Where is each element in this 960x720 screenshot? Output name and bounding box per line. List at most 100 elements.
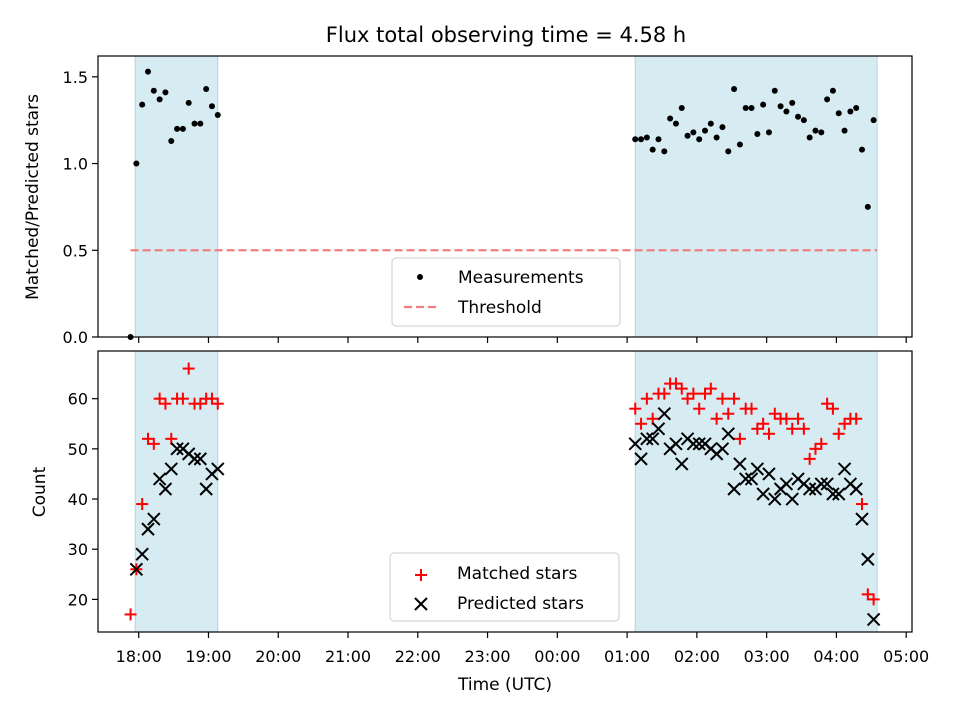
measurement-point <box>145 68 152 75</box>
matched-star-point <box>159 397 172 410</box>
measurement-point <box>168 137 175 144</box>
matched-star-point <box>809 442 822 455</box>
bottom-x-axis: 18:00 19:00 20:00 21:00 22:00 23:00 00:00 01:00… <box>116 632 929 666</box>
top-y-axis: 0.0 0.5 1.0 1.5 <box>63 68 98 347</box>
y-tick-label: 1.5 <box>63 68 88 87</box>
top-legend: Measurements Threshold <box>391 257 621 327</box>
y-tick-label: 20 <box>68 590 88 609</box>
legend-matched-marker <box>415 569 427 581</box>
predicted-star-point <box>744 472 759 486</box>
matched-star-point <box>710 412 723 425</box>
x-tick-label: 19:00 <box>185 647 231 666</box>
legend-matched-label: Matched stars <box>457 564 577 584</box>
measurement-point <box>655 136 662 143</box>
x-tick-label: 22:00 <box>395 647 441 666</box>
x-tick-label: 01:00 <box>604 647 650 666</box>
matched-star-point <box>716 392 729 405</box>
x-tick-label: 23:00 <box>465 647 511 666</box>
matched-star-point <box>850 412 863 425</box>
measurement-point <box>829 87 836 94</box>
predicted-star-point <box>837 462 852 476</box>
measurement-point <box>185 99 192 106</box>
measurement-point <box>777 103 784 110</box>
predicted-star-point <box>785 492 799 506</box>
predicted-star-point <box>628 437 642 451</box>
measurement-point <box>754 131 761 138</box>
matched-star-point <box>147 437 160 450</box>
bottom-y-axis-label: Count <box>30 466 50 517</box>
matched-star-point <box>733 432 746 445</box>
predicted-star-point <box>715 442 730 456</box>
measurement-point <box>847 108 854 115</box>
measurement-point <box>783 108 790 115</box>
measurement-point <box>678 105 685 112</box>
measurement-point <box>139 101 146 108</box>
measurement-point <box>771 87 778 94</box>
y-tick-label: 30 <box>68 540 88 559</box>
bottom-axes-frame <box>97 350 913 633</box>
predicted-star-point <box>675 457 689 471</box>
top-y-axis-label: Matched/Predicted stars <box>23 94 43 300</box>
measurement-point <box>702 127 709 134</box>
predicted-star-point <box>814 477 829 491</box>
matched-star-point <box>182 362 195 375</box>
predicted-star-point <box>164 462 178 476</box>
matched-star-point <box>211 397 224 410</box>
measurement-point <box>156 96 163 103</box>
bottom-y-axis: 20 30 40 50 60 <box>68 390 98 609</box>
matched-star-point <box>762 427 775 440</box>
measurement-point <box>667 115 674 122</box>
measurement-point <box>649 146 656 153</box>
predicted-star-point <box>750 462 765 476</box>
predicted-star-point <box>762 467 776 481</box>
y-tick-label: 0.5 <box>63 241 88 260</box>
observing-window-2 <box>634 55 878 338</box>
matched-star-point <box>687 387 700 400</box>
measurement-point <box>661 148 668 155</box>
measurement-point <box>818 129 825 136</box>
top-axes-frame <box>97 55 913 338</box>
measurement-point <box>870 117 877 124</box>
measurement-point <box>765 129 772 136</box>
matched-star-point <box>855 498 868 511</box>
measurement-point <box>179 125 186 132</box>
matched-star-point <box>635 417 648 430</box>
matched-star-point <box>821 397 834 410</box>
top-legend-box <box>391 257 621 327</box>
measurement-point <box>748 105 755 112</box>
predicted-star-point <box>779 477 794 491</box>
measurement-point <box>858 146 865 153</box>
predicted-star-point <box>849 482 863 496</box>
matched-star-point <box>751 422 764 435</box>
predicted-star-point <box>866 612 881 627</box>
predicted-star-point <box>147 512 161 526</box>
predicted-star-point <box>640 432 654 446</box>
predicted-star-point <box>657 407 672 421</box>
matched-star-point <box>768 407 781 420</box>
observing-window-1 <box>134 55 219 338</box>
measurement-point <box>760 101 767 108</box>
matched-star-point <box>693 402 706 415</box>
matched-star-point <box>722 407 735 420</box>
top-panel: 0.0 0.5 1.0 1.5 Matched/Predicted stars Mea… <box>23 55 913 347</box>
bottom-panel: 20 30 40 50 60 18:00 19:00 20:00 21:00 22:00 23:0… <box>30 350 929 695</box>
predicted-star-point <box>768 492 782 506</box>
legend-threshold-label: Threshold <box>457 298 542 318</box>
measurement-point <box>736 141 743 148</box>
predicted-star-point <box>211 462 225 476</box>
predicted-star-point <box>152 472 167 486</box>
matched-star-point <box>669 377 682 390</box>
matched-star-point <box>640 392 653 405</box>
measurement-point <box>672 120 679 127</box>
y-tick-label: 50 <box>68 440 88 459</box>
legend-measurements-marker <box>417 274 423 280</box>
matched-star-point <box>826 402 839 415</box>
matched-star-point <box>681 392 694 405</box>
legend-predicted-marker <box>414 597 428 611</box>
measurement-point <box>214 111 221 118</box>
matched-star-point <box>786 422 799 435</box>
measurement-point <box>725 148 732 155</box>
predicted-star-point <box>158 482 173 496</box>
measurement-point <box>162 89 169 96</box>
matched-star-point <box>699 387 712 400</box>
